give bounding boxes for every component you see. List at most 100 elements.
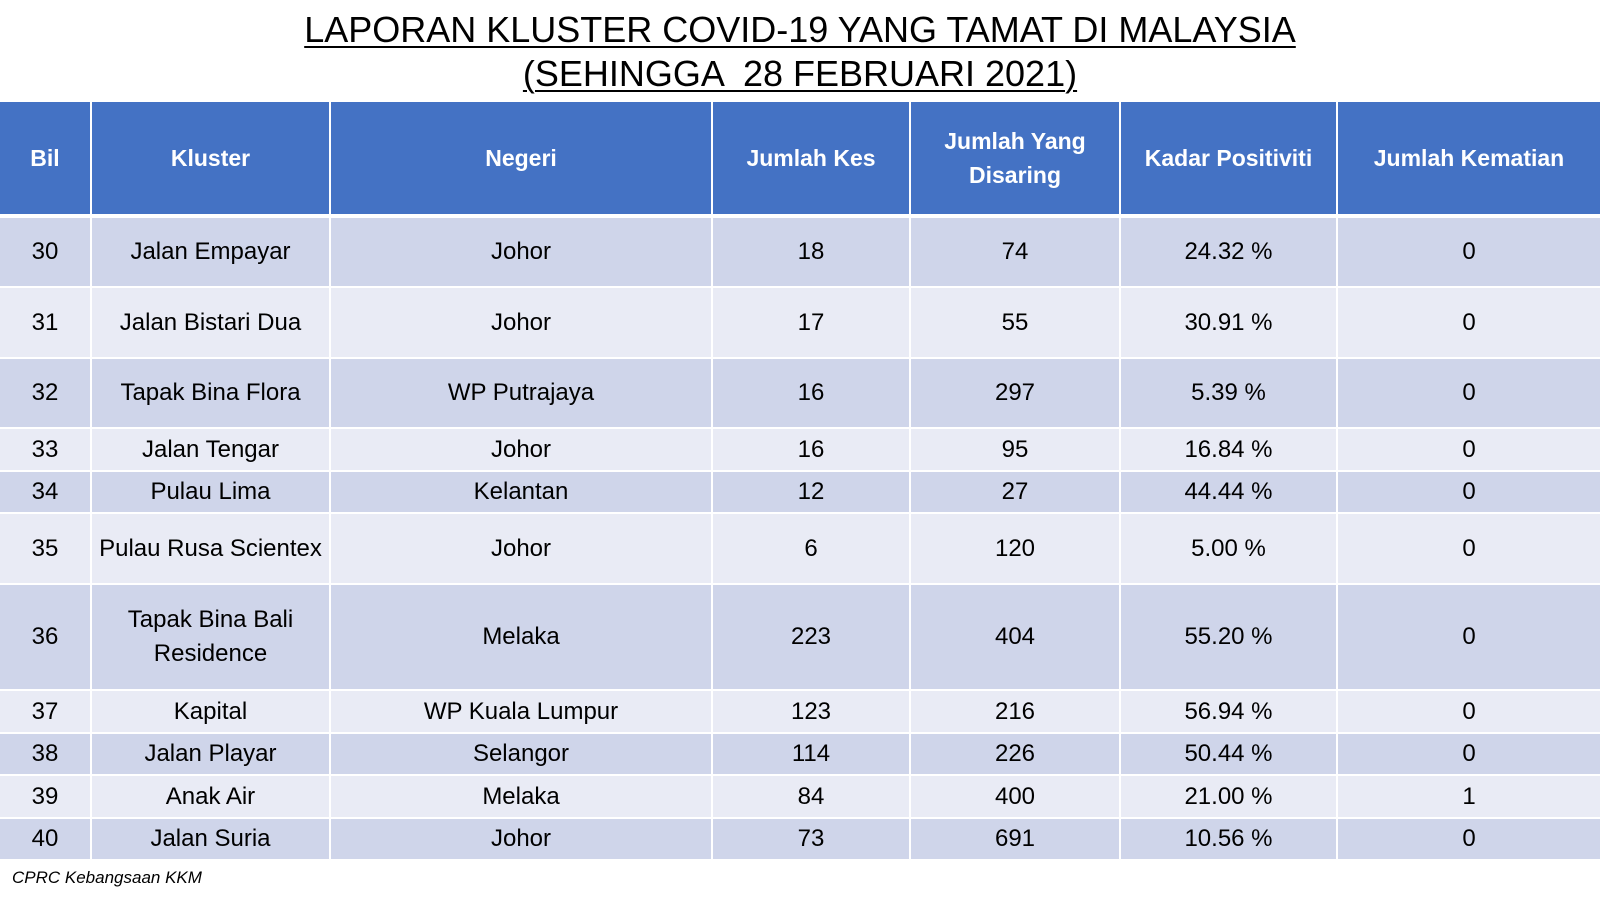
- cell-bil: 35: [0, 514, 92, 585]
- cell-bil: 33: [0, 429, 92, 472]
- report-title-line2: (SEHINGGA 28 FEBRUARI 2021): [522, 53, 1078, 94]
- header-jumlah-kes: Jumlah Kes: [713, 102, 911, 218]
- cell-negeri: Melaka: [331, 776, 713, 819]
- header-bil: Bil: [0, 102, 92, 218]
- cell-negeri: Johor: [331, 218, 713, 288]
- cell-jumlah-kematian: 0: [1338, 359, 1600, 429]
- cell-negeri: WP Putrajaya: [331, 359, 713, 429]
- cell-jumlah-kes: 17: [713, 288, 911, 359]
- cell-jumlah-disaring: 404: [911, 585, 1121, 691]
- cell-kadar-positiviti: 16.84 %: [1121, 429, 1338, 472]
- cell-negeri: Johor: [331, 819, 713, 861]
- cell-kadar-positiviti: 10.56 %: [1121, 819, 1338, 861]
- header-jumlah-disaring-line2: Disaring: [968, 162, 1062, 188]
- cell-jumlah-disaring: 691: [911, 819, 1121, 861]
- cell-kluster: Tapak Bina Bali Residence: [92, 585, 331, 691]
- cell-jumlah-kes: 12: [713, 472, 911, 514]
- cell-kadar-positiviti: 30.91 %: [1121, 288, 1338, 359]
- cell-kluster: Kapital: [92, 691, 331, 734]
- cell-bil: 30: [0, 218, 92, 288]
- cell-jumlah-kematian: 0: [1338, 734, 1600, 776]
- cell-negeri: Kelantan: [331, 472, 713, 514]
- cell-jumlah-kematian: 0: [1338, 429, 1600, 472]
- cell-kluster: Jalan Playar: [92, 734, 331, 776]
- table-row: 38 Jalan Playar Selangor 114 226 50.44 %…: [0, 734, 1600, 776]
- cell-kadar-positiviti: 56.94 %: [1121, 691, 1338, 734]
- cell-kadar-positiviti: 5.39 %: [1121, 359, 1338, 429]
- cell-kluster: Jalan Tengar: [92, 429, 331, 472]
- cell-kluster-line2: Residence: [153, 640, 268, 667]
- cell-kluster: Jalan Bistari Dua: [92, 288, 331, 359]
- cell-jumlah-kematian: 0: [1338, 691, 1600, 734]
- cell-kluster: Tapak Bina Flora: [92, 359, 331, 429]
- cell-bil: 36: [0, 585, 92, 691]
- table-row: 40 Jalan Suria Johor 73 691 10.56 % 0: [0, 819, 1600, 861]
- cell-jumlah-kes: 123: [713, 691, 911, 734]
- table-row: 34 Pulau Lima Kelantan 12 27 44.44 % 0: [0, 472, 1600, 514]
- cell-jumlah-disaring: 297: [911, 359, 1121, 429]
- cell-kadar-positiviti: 21.00 %: [1121, 776, 1338, 819]
- cell-jumlah-kematian: 0: [1338, 288, 1600, 359]
- cell-bil: 39: [0, 776, 92, 819]
- cell-jumlah-kes: 223: [713, 585, 911, 691]
- table-row: 35 Pulau Rusa Scientex Johor 6 120 5.00 …: [0, 514, 1600, 585]
- report-title: LAPORAN KLUSTER COVID-19 YANG TAMAT DI M…: [0, 0, 1600, 96]
- cell-jumlah-kes: 18: [713, 218, 911, 288]
- cell-negeri: Johor: [331, 514, 713, 585]
- header-jumlah-kematian: Jumlah Kematian: [1338, 102, 1600, 218]
- cell-jumlah-disaring: 226: [911, 734, 1121, 776]
- cell-bil: 38: [0, 734, 92, 776]
- table-row: 33 Jalan Tengar Johor 16 95 16.84 % 0: [0, 429, 1600, 472]
- cell-jumlah-kematian: 0: [1338, 819, 1600, 861]
- header-jumlah-disaring: Jumlah Yang Disaring: [911, 102, 1121, 218]
- report-title-line1: LAPORAN KLUSTER COVID-19 YANG TAMAT DI M…: [304, 9, 1296, 50]
- cell-kluster: Jalan Empayar: [92, 218, 331, 288]
- table-header-row: Bil Kluster Negeri Jumlah Kes Jumlah Yan…: [0, 102, 1600, 218]
- table-row: 36 Tapak Bina Bali Residence Melaka 223 4…: [0, 585, 1600, 691]
- source-note: CPRC Kebangsaan KKM: [12, 868, 202, 887]
- cell-kadar-positiviti: 44.44 %: [1121, 472, 1338, 514]
- table-row: 30 Jalan Empayar Johor 18 74 24.32 % 0: [0, 218, 1600, 288]
- cell-kadar-positiviti: 24.32 %: [1121, 218, 1338, 288]
- cell-jumlah-disaring: 55: [911, 288, 1121, 359]
- cell-bil: 32: [0, 359, 92, 429]
- cell-jumlah-kes: 114: [713, 734, 911, 776]
- cell-jumlah-kematian: 0: [1338, 218, 1600, 288]
- cell-kluster: Jalan Suria: [92, 819, 331, 861]
- table-row: 31 Jalan Bistari Dua Johor 17 55 30.91 %…: [0, 288, 1600, 359]
- cell-bil: 31: [0, 288, 92, 359]
- cell-jumlah-disaring: 216: [911, 691, 1121, 734]
- cell-negeri: Selangor: [331, 734, 713, 776]
- cell-kadar-positiviti: 50.44 %: [1121, 734, 1338, 776]
- cell-jumlah-kes: 84: [713, 776, 911, 819]
- header-kadar-positiviti: Kadar Positiviti: [1121, 102, 1338, 218]
- cell-kluster: Anak Air: [92, 776, 331, 819]
- cell-negeri: Melaka: [331, 585, 713, 691]
- header-kluster: Kluster: [92, 102, 331, 218]
- cell-jumlah-kes: 6: [713, 514, 911, 585]
- cell-jumlah-kes: 73: [713, 819, 911, 861]
- cell-jumlah-kes: 16: [713, 359, 911, 429]
- header-negeri: Negeri: [331, 102, 713, 218]
- cell-bil: 40: [0, 819, 92, 861]
- cell-bil: 34: [0, 472, 92, 514]
- cell-jumlah-disaring: 27: [911, 472, 1121, 514]
- table-row: 37 Kapital WP Kuala Lumpur 123 216 56.94…: [0, 691, 1600, 734]
- cell-kluster: Pulau Rusa Scientex: [92, 514, 331, 585]
- cell-jumlah-disaring: 74: [911, 218, 1121, 288]
- cell-jumlah-kes: 16: [713, 429, 911, 472]
- cell-jumlah-disaring: 120: [911, 514, 1121, 585]
- cell-jumlah-disaring: 95: [911, 429, 1121, 472]
- cell-kadar-positiviti: 55.20 %: [1121, 585, 1338, 691]
- cell-kadar-positiviti: 5.00 %: [1121, 514, 1338, 585]
- cell-jumlah-kematian: 0: [1338, 585, 1600, 691]
- cell-jumlah-kematian: 0: [1338, 514, 1600, 585]
- table-row: 32 Tapak Bina Flora WP Putrajaya 16 297 …: [0, 359, 1600, 429]
- cell-negeri: Johor: [331, 288, 713, 359]
- cell-jumlah-kematian: 0: [1338, 472, 1600, 514]
- cell-jumlah-disaring: 400: [911, 776, 1121, 819]
- cell-kluster-line1: Tapak Bina Bali: [127, 606, 294, 633]
- cell-bil: 37: [0, 691, 92, 734]
- cell-jumlah-kematian: 1: [1338, 776, 1600, 819]
- header-jumlah-disaring-line1: Jumlah Yang: [944, 128, 1086, 154]
